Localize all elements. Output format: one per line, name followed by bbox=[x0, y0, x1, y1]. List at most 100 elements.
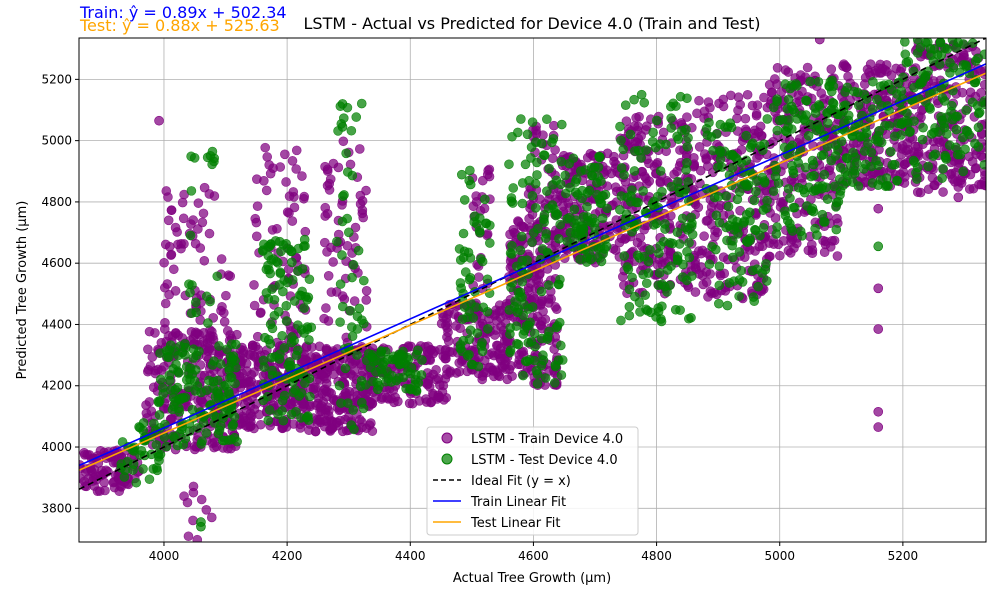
y-tick-label: 4200 bbox=[41, 379, 72, 393]
test-point bbox=[734, 187, 745, 197]
test-point bbox=[942, 44, 953, 54]
test-equation-annotation: Test: ŷ = 0.88x + 525.63 bbox=[79, 16, 280, 35]
train-point bbox=[699, 149, 710, 159]
test-point bbox=[749, 296, 760, 307]
train-point bbox=[873, 422, 884, 432]
test-point bbox=[654, 268, 665, 278]
test-point bbox=[788, 168, 799, 179]
train-point bbox=[143, 344, 153, 355]
test-point bbox=[346, 125, 357, 136]
train-point bbox=[881, 60, 892, 70]
train-point bbox=[154, 115, 164, 126]
train-point bbox=[473, 272, 484, 282]
train-point bbox=[493, 340, 503, 351]
test-point bbox=[174, 429, 185, 439]
train-point bbox=[79, 473, 85, 483]
test-point bbox=[522, 356, 532, 367]
test-point bbox=[556, 156, 567, 167]
test-point bbox=[561, 188, 571, 199]
train-point bbox=[323, 410, 334, 421]
test-point bbox=[231, 339, 241, 350]
test-point bbox=[687, 229, 698, 240]
test-point bbox=[639, 97, 650, 108]
train-point bbox=[320, 211, 331, 221]
test-point bbox=[947, 100, 957, 111]
test-point bbox=[677, 213, 688, 224]
train-point bbox=[282, 207, 293, 217]
train-point bbox=[451, 321, 461, 331]
train-point bbox=[424, 382, 435, 392]
test-point bbox=[203, 318, 213, 328]
test-point bbox=[162, 352, 172, 362]
train-point bbox=[443, 327, 453, 338]
test-point bbox=[874, 125, 885, 136]
test-point bbox=[187, 280, 197, 290]
test-point bbox=[643, 256, 654, 267]
test-point bbox=[648, 127, 658, 138]
train-point bbox=[785, 248, 796, 258]
test-point bbox=[544, 326, 554, 337]
test-point bbox=[838, 180, 848, 191]
test-point bbox=[394, 373, 404, 383]
test-point bbox=[745, 142, 756, 153]
test-point bbox=[468, 313, 479, 323]
test-point bbox=[659, 236, 669, 247]
test-point bbox=[212, 386, 223, 397]
train-point bbox=[148, 382, 159, 393]
test-point bbox=[349, 424, 359, 435]
train-point bbox=[166, 250, 176, 260]
test-point bbox=[630, 146, 640, 156]
train-point bbox=[219, 316, 230, 327]
train-point bbox=[718, 101, 729, 112]
test-point bbox=[684, 252, 695, 263]
train-point bbox=[531, 125, 541, 135]
test-point bbox=[504, 159, 514, 170]
train-point bbox=[251, 231, 262, 242]
test-point bbox=[638, 269, 648, 280]
test-point bbox=[773, 178, 784, 189]
train-point bbox=[747, 100, 758, 111]
test-point bbox=[762, 114, 773, 124]
test-point bbox=[806, 171, 816, 182]
train-point bbox=[740, 113, 751, 124]
test-point bbox=[191, 307, 201, 318]
test-point bbox=[456, 169, 467, 180]
train-point bbox=[150, 328, 160, 338]
test-point bbox=[728, 150, 738, 161]
train-point bbox=[393, 396, 403, 407]
train-point bbox=[549, 120, 559, 131]
test-point bbox=[774, 115, 785, 126]
test-point bbox=[213, 428, 224, 439]
train-point bbox=[644, 158, 654, 169]
train-point bbox=[616, 233, 627, 244]
train-point bbox=[188, 515, 198, 526]
test-point bbox=[905, 126, 915, 137]
test-point bbox=[843, 110, 854, 121]
train-point bbox=[483, 165, 493, 176]
test-point bbox=[720, 122, 730, 132]
test-point bbox=[892, 175, 903, 186]
train-point bbox=[540, 314, 551, 325]
test-point bbox=[783, 184, 794, 194]
train-point bbox=[629, 121, 640, 131]
train-point bbox=[703, 292, 713, 302]
test-point bbox=[597, 213, 608, 224]
test-point bbox=[532, 378, 543, 389]
test-point bbox=[900, 38, 910, 47]
test-point bbox=[569, 204, 580, 215]
test-point bbox=[517, 276, 527, 287]
train-point bbox=[287, 216, 298, 226]
train-point bbox=[825, 242, 836, 252]
test-point bbox=[292, 345, 303, 356]
train-point bbox=[778, 236, 789, 246]
test-point bbox=[454, 244, 465, 254]
train-point bbox=[324, 178, 335, 189]
test-point bbox=[903, 56, 914, 67]
train-point bbox=[95, 486, 105, 496]
train-point bbox=[832, 251, 843, 261]
test-point bbox=[845, 160, 856, 171]
train-point bbox=[206, 512, 217, 523]
train-point bbox=[772, 62, 783, 73]
test-point bbox=[277, 395, 288, 406]
